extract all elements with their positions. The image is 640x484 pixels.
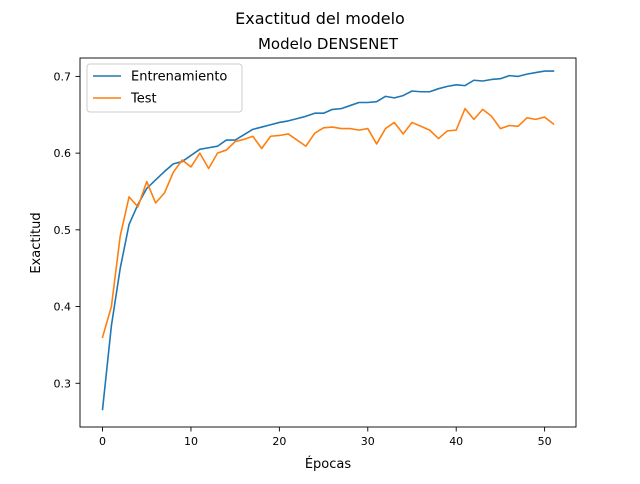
legend-label-test: Test [130,92,157,107]
plot-area: 0 10 20 30 40 50 0.3 0.4 0.5 0.6 0.7 [54,57,577,448]
x-tick-label: 40 [449,435,463,448]
y-tick-label: 0.6 [54,147,72,160]
series-layer [101,70,555,411]
y-tick-label: 0.4 [54,301,72,314]
x-axis: 0 10 20 30 40 50 [99,427,552,448]
x-tick-label: 10 [184,435,198,448]
x-tick-label: 30 [361,435,375,448]
y-tick-label: 0.7 [54,70,72,83]
x-tick-label: 0 [99,435,106,448]
y-tick-label: 0.5 [54,224,72,237]
x-tick-label: 20 [272,435,286,448]
y-axis: 0.3 0.4 0.5 0.6 0.7 [54,70,80,390]
y-tick-label: 0.3 [54,377,72,390]
axes-frame [79,57,577,428]
series-line-entrenamiento [101,70,555,411]
x-tick-label: 50 [538,435,552,448]
legend-label-entrenamiento: Entrenamiento [131,70,227,85]
figure-suptitle: Exactitud del modelo [235,9,405,28]
chart-title: Modelo DENSENET [258,35,399,53]
legend-frame [86,63,243,113]
series-line-test [101,107,555,339]
legend: Entrenamiento Test [86,63,243,113]
x-axis-label: Épocas [305,456,352,472]
y-axis-label: Exactitud [29,212,44,273]
